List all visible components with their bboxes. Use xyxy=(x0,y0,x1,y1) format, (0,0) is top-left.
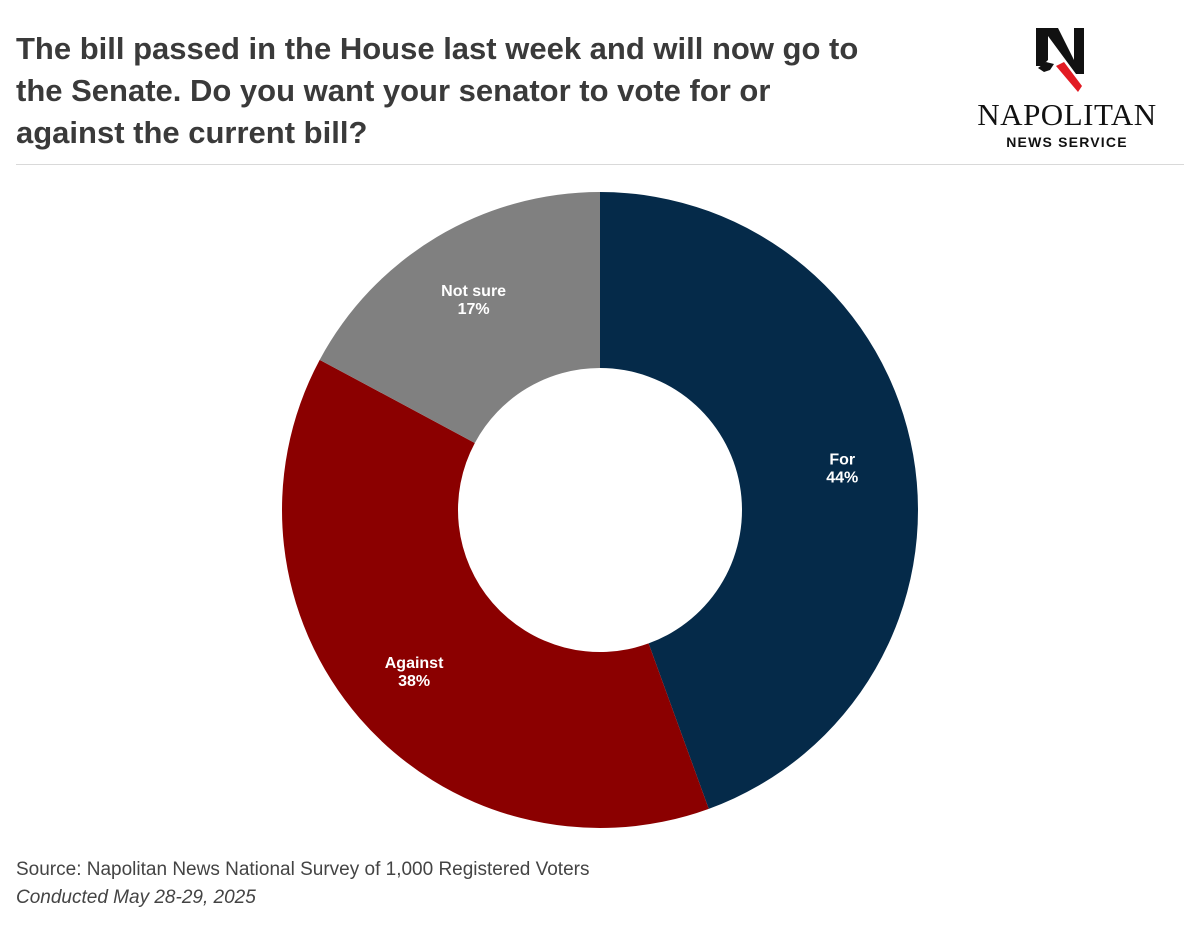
slice-label-for: For 44% xyxy=(826,451,858,486)
chart-title: The bill passed in the House last week a… xyxy=(16,28,956,154)
source-note: Source: Napolitan News National Survey o… xyxy=(16,859,590,880)
slice-label-against: Against 38% xyxy=(385,655,444,690)
logo-name: NAPOLITAN xyxy=(977,97,1157,132)
slice-for xyxy=(600,192,918,809)
title-line-3: against the current bill? xyxy=(16,115,368,150)
slice-against xyxy=(281,359,709,829)
logo-subtitle: NEWS SERVICE xyxy=(1006,134,1128,150)
napolitan-n-mark-icon xyxy=(1036,28,1084,92)
survey-dates: Conducted May 28-29, 2025 xyxy=(16,887,256,908)
slice-not-sure xyxy=(319,192,600,443)
title-line-2: the Senate. Do you want your senator to … xyxy=(16,73,771,108)
slice-label-not-sure: Not sure 17% xyxy=(441,283,506,318)
donut-chart: For 44% Against 38% Not sure 17% xyxy=(281,192,918,829)
napolitan-logo: NAPOLITAN NEWS SERVICE xyxy=(962,26,1172,156)
title-line-1: The bill passed in the House last week a… xyxy=(16,31,859,66)
header-divider xyxy=(16,164,1184,165)
footer: Source: Napolitan News National Survey o… xyxy=(16,856,589,912)
